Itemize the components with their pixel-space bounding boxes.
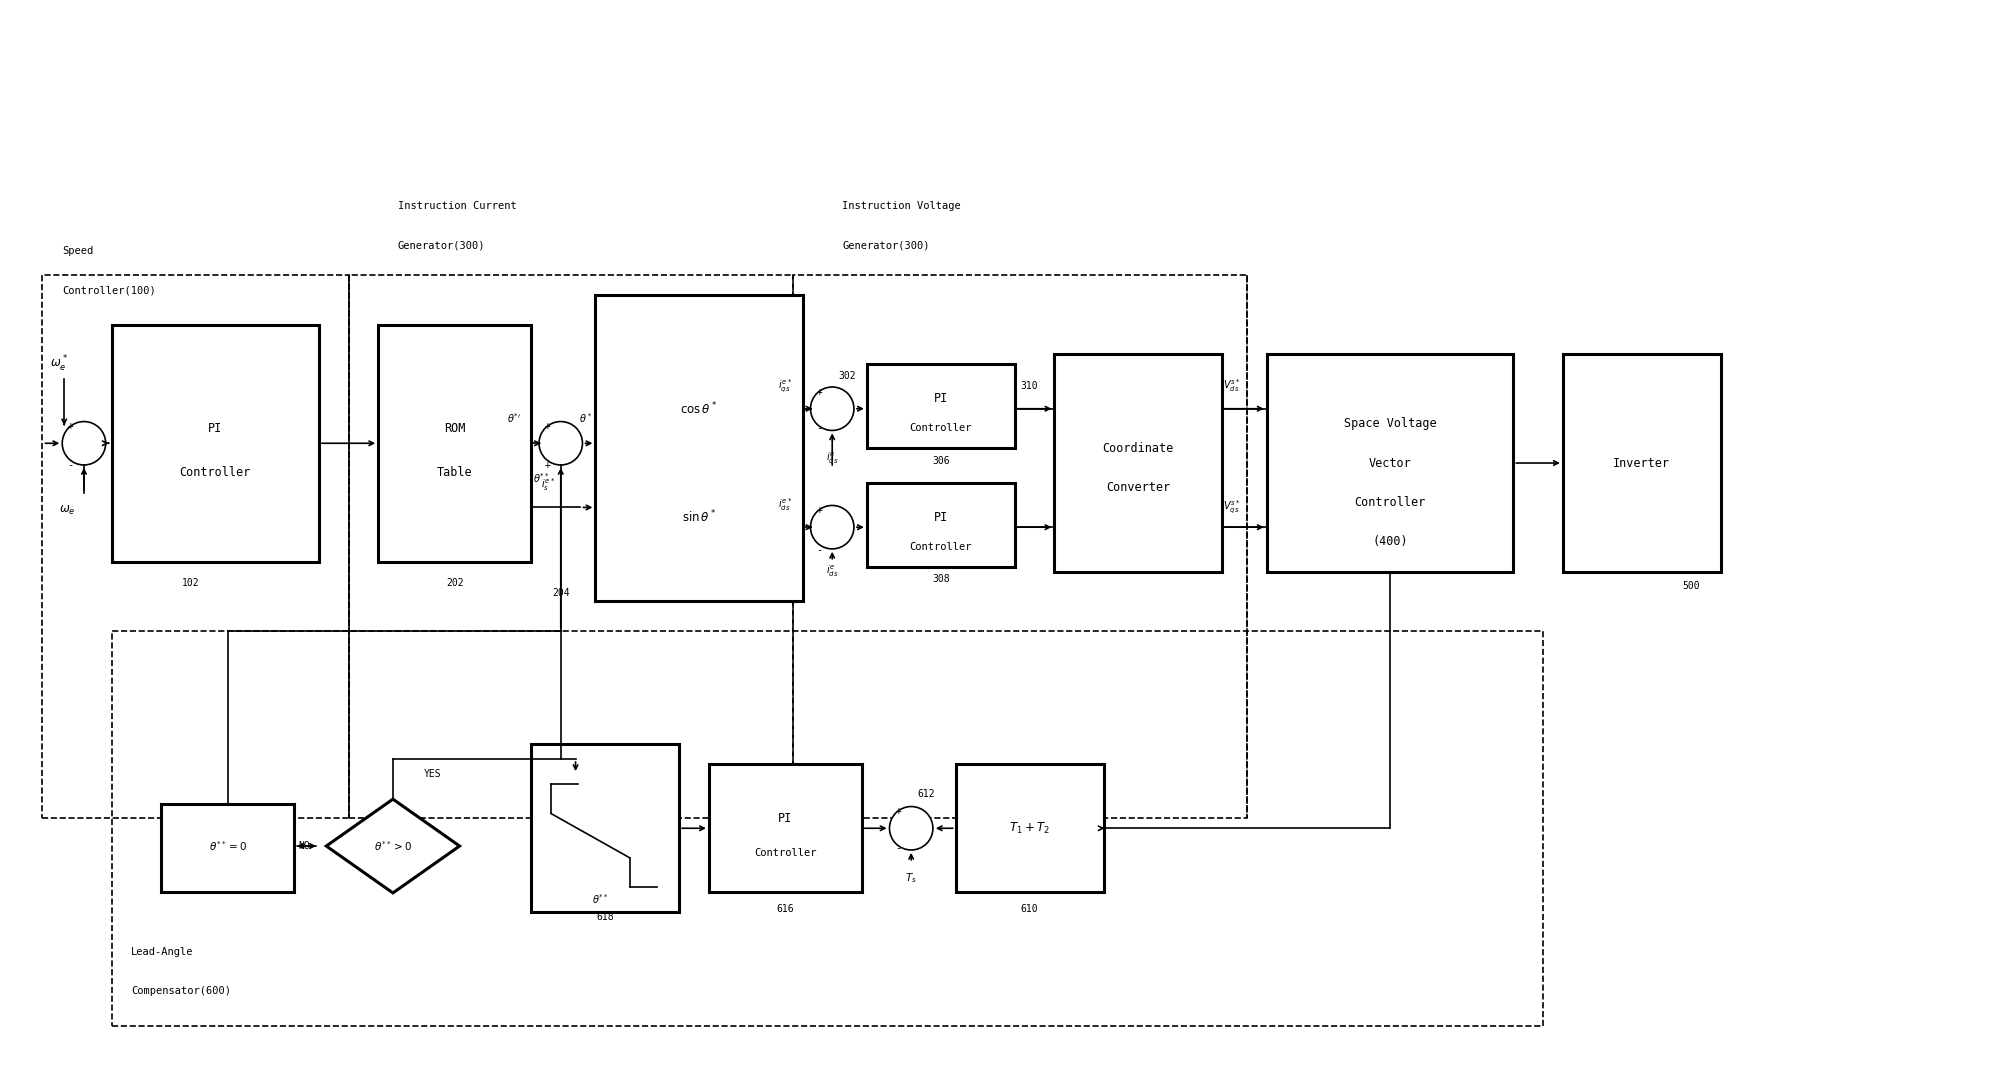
Text: $\theta^{**}>0$: $\theta^{**}>0$ — [373, 840, 411, 853]
Text: Coordinate: Coordinate — [1103, 441, 1173, 454]
Text: $i_{ds}^{e*}$: $i_{ds}^{e*}$ — [778, 496, 792, 513]
Text: (400): (400) — [1371, 536, 1408, 549]
Text: Vector: Vector — [1367, 457, 1412, 470]
Circle shape — [810, 387, 854, 431]
Text: 202: 202 — [445, 579, 463, 589]
Bar — [42, 276, 349, 818]
Text: 618: 618 — [595, 912, 614, 922]
Text: $T_1+T_2$: $T_1+T_2$ — [1009, 821, 1049, 835]
Bar — [1562, 355, 1720, 571]
Text: Controller: Controller — [908, 542, 972, 552]
Text: $\omega_e$: $\omega_e$ — [58, 504, 76, 517]
Text: Controller: Controller — [1353, 496, 1426, 509]
Circle shape — [62, 422, 106, 465]
Text: NO: NO — [299, 841, 311, 852]
Text: 306: 306 — [932, 456, 948, 466]
Bar — [866, 365, 1015, 448]
Text: Speed: Speed — [62, 246, 94, 255]
Text: +: + — [816, 387, 822, 397]
Text: $\theta^*$: $\theta^*$ — [579, 411, 591, 425]
Text: $V_{ds}^{s*}$: $V_{ds}^{s*}$ — [1223, 378, 1241, 395]
Bar — [954, 764, 1103, 893]
Text: 302: 302 — [838, 371, 856, 381]
Text: $\sin\theta^*$: $\sin\theta^*$ — [682, 509, 716, 526]
Text: Instruction Voltage: Instruction Voltage — [842, 201, 960, 211]
Text: $i_{ds}^e$: $i_{ds}^e$ — [826, 564, 838, 579]
Text: Controller: Controller — [754, 848, 816, 858]
Text: 308: 308 — [932, 575, 948, 584]
Text: $\cos\theta^*$: $\cos\theta^*$ — [680, 400, 718, 417]
Text: 500: 500 — [1682, 581, 1698, 592]
Text: -: - — [816, 423, 822, 434]
Text: Controller: Controller — [908, 423, 972, 434]
Bar — [866, 483, 1015, 567]
Bar — [349, 276, 792, 818]
Circle shape — [539, 422, 581, 465]
Text: 204: 204 — [551, 589, 569, 598]
Bar — [708, 764, 862, 893]
Text: 102: 102 — [182, 579, 198, 589]
Bar — [112, 631, 1542, 1026]
Text: YES: YES — [423, 769, 441, 779]
Text: $\theta^{**}$: $\theta^{**}$ — [591, 893, 608, 907]
Text: PI: PI — [932, 511, 948, 524]
Text: Controller(100): Controller(100) — [62, 286, 156, 295]
Text: ROM: ROM — [443, 422, 465, 435]
Text: 310: 310 — [1021, 381, 1039, 391]
Text: $V_{qs}^{s*}$: $V_{qs}^{s*}$ — [1223, 499, 1241, 516]
Text: +: + — [66, 422, 72, 432]
Circle shape — [810, 505, 854, 549]
Text: $\theta^{**}=0$: $\theta^{**}=0$ — [209, 840, 247, 853]
Text: -: - — [66, 460, 74, 470]
Text: $\omega_e^*$: $\omega_e^*$ — [50, 354, 68, 374]
Text: $\theta^{**}$: $\theta^{**}$ — [533, 471, 549, 485]
Bar — [160, 804, 295, 893]
Text: $i_{qs}^{e*}$: $i_{qs}^{e*}$ — [778, 378, 792, 395]
Text: $i_s^{e*}$: $i_s^{e*}$ — [541, 476, 555, 493]
Text: Instruction Current: Instruction Current — [397, 201, 517, 211]
Text: $i_{qs}^e$: $i_{qs}^e$ — [826, 450, 838, 466]
Text: -: - — [816, 545, 822, 555]
Text: Space Voltage: Space Voltage — [1343, 417, 1436, 430]
Text: PI: PI — [209, 422, 223, 435]
Text: -: - — [894, 843, 900, 853]
Polygon shape — [327, 800, 459, 893]
Text: PI: PI — [932, 393, 948, 406]
Text: Controller: Controller — [180, 466, 251, 479]
Text: Compensator(600): Compensator(600) — [130, 986, 231, 997]
Text: Inverter: Inverter — [1612, 457, 1670, 470]
Bar — [531, 744, 680, 912]
Bar — [112, 325, 319, 562]
Text: $\theta^{*\prime}$: $\theta^{*\prime}$ — [507, 411, 521, 425]
Text: $T_s$: $T_s$ — [904, 871, 916, 884]
Text: +: + — [545, 422, 551, 432]
Text: 616: 616 — [776, 905, 794, 914]
Text: Generator(300): Generator(300) — [397, 241, 485, 251]
Text: +: + — [816, 505, 822, 515]
Bar — [1265, 355, 1512, 571]
Text: Table: Table — [437, 466, 473, 479]
Bar — [1055, 355, 1221, 571]
Bar — [792, 276, 1247, 818]
Text: +: + — [894, 806, 900, 817]
Text: +: + — [545, 460, 551, 470]
Text: 612: 612 — [916, 789, 934, 799]
Text: Converter: Converter — [1105, 481, 1169, 494]
Text: Generator(300): Generator(300) — [842, 241, 928, 251]
Text: Lead-Angle: Lead-Angle — [130, 947, 194, 956]
Text: 610: 610 — [1021, 905, 1039, 914]
Text: PI: PI — [778, 812, 792, 824]
Bar — [377, 325, 531, 562]
Circle shape — [888, 806, 932, 850]
Bar — [595, 295, 802, 602]
